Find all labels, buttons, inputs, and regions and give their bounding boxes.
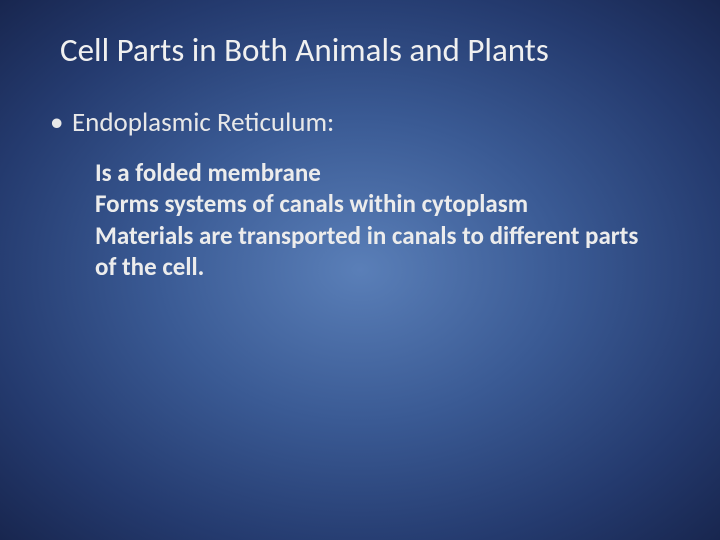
page-title: Cell Parts in Both Animals and Plants xyxy=(60,30,670,70)
sub-bullet-item: Materials are transported in canals to d… xyxy=(95,220,655,283)
sub-bullet-list: Is a folded membrane Forms systems of ca… xyxy=(95,157,655,282)
sub-bullet-item: Forms systems of canals within cytoplasm xyxy=(95,188,655,219)
slide: Cell Parts in Both Animals and Plants •E… xyxy=(0,0,720,540)
main-bullet-label: Endoplasmic Reticulum: xyxy=(72,106,334,139)
sub-bullet-item: Is a folded membrane xyxy=(95,157,655,188)
main-bullet-item: •Endoplasmic Reticulum: xyxy=(50,106,670,139)
bullet-marker: • xyxy=(50,106,72,139)
